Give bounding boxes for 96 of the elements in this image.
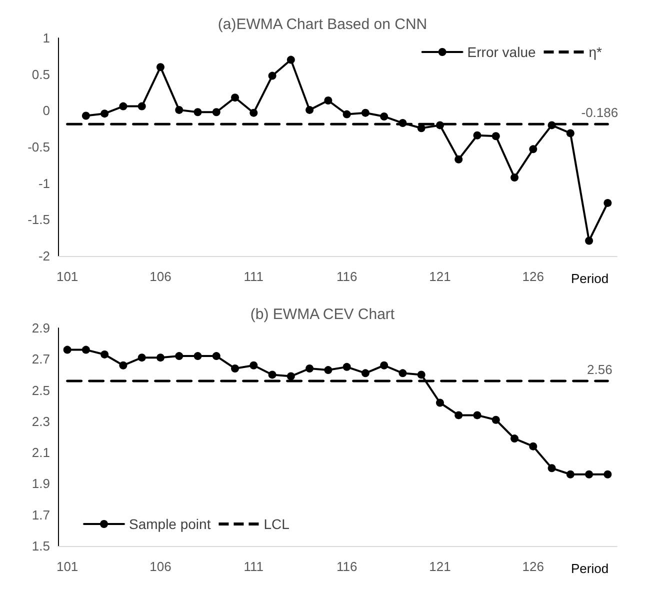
x-tick-label: 126: [522, 269, 544, 284]
y-tick-label: -1.5: [28, 212, 50, 228]
chart-title: (a)EWMA Chart Based on CNN: [218, 16, 428, 33]
point: [548, 121, 556, 130]
point: [473, 411, 482, 420]
point: [82, 346, 90, 354]
y-tick-label: -1: [38, 176, 50, 191]
point: [529, 145, 538, 154]
point: [194, 108, 202, 116]
point: [119, 102, 128, 110]
legend-label: Error value: [467, 44, 536, 60]
point: [548, 464, 556, 472]
point: [380, 361, 388, 370]
point: [398, 119, 407, 128]
y-tick-label: 0: [42, 103, 50, 118]
point: [510, 174, 519, 182]
y-tick-label: 1.5: [32, 538, 50, 554]
point: [324, 96, 332, 104]
y-tick-label: 2.7: [32, 352, 50, 367]
point: [585, 236, 594, 245]
x-tick-label: 116: [336, 269, 358, 284]
y-tick-label: -2: [38, 248, 50, 264]
y-tick-label: 1.9: [32, 476, 50, 492]
point: [138, 102, 146, 110]
y-tick-label: 2.3: [32, 414, 50, 429]
point: [417, 124, 426, 132]
legend-label: LCL: [264, 516, 290, 532]
y-tick-label: 1: [42, 30, 50, 46]
point: [585, 470, 594, 478]
point: [63, 346, 72, 354]
point: [604, 198, 612, 207]
point: [492, 132, 500, 140]
point: [342, 362, 351, 371]
y-tick-label: 2.9: [32, 320, 50, 336]
point: [380, 112, 388, 120]
point: [119, 361, 128, 370]
point: [156, 354, 164, 362]
point: [454, 411, 463, 420]
point: [306, 106, 314, 114]
point: [324, 366, 332, 374]
y-tick-label: 1.7: [32, 507, 50, 522]
x-tick-label: 101: [56, 559, 78, 574]
point: [138, 354, 146, 362]
point: [231, 94, 240, 102]
x-tick-label: 101: [56, 269, 78, 284]
point: [100, 110, 109, 118]
chart-title: (b) EWMA CEV Chart: [250, 306, 396, 323]
y-tick-label: 2.5: [32, 382, 50, 398]
point: [194, 352, 202, 360]
point: [175, 352, 184, 360]
point: [342, 110, 351, 118]
y-tick-label: 2.1: [32, 445, 50, 460]
x-tick-label: 116: [336, 559, 358, 574]
point: [306, 364, 314, 372]
point: [604, 470, 612, 478]
point: [212, 108, 220, 116]
point: [361, 369, 370, 378]
point: [529, 442, 538, 450]
x-tick-label: 121: [429, 269, 451, 284]
point: [417, 370, 426, 379]
x-tick-label: 106: [150, 559, 172, 574]
point: [268, 72, 276, 80]
point: [175, 106, 184, 114]
point: [212, 352, 220, 360]
x-tick-label: 111: [244, 559, 264, 574]
y-tick-label: 0.5: [32, 66, 50, 82]
point: [82, 112, 90, 120]
point: [250, 108, 258, 117]
y-tick-label: -0.5: [28, 140, 50, 154]
point: [286, 56, 295, 64]
point: [473, 131, 482, 140]
point: [250, 361, 258, 370]
point: [398, 369, 407, 378]
point: [436, 121, 444, 130]
legend-label: η*: [588, 44, 603, 60]
point: [510, 434, 519, 443]
point: [286, 372, 295, 380]
x-tick-label: 126: [522, 559, 544, 574]
x-axis-title: Period: [571, 561, 609, 576]
point: [566, 470, 574, 478]
x-tick-label: 111: [244, 269, 264, 284]
point: [231, 364, 240, 372]
x-axis-title: Period: [571, 271, 609, 286]
point: [361, 108, 370, 117]
annotation: -0.186: [581, 105, 618, 120]
point: [100, 350, 109, 358]
x-tick-label: 121: [429, 559, 451, 574]
point: [454, 155, 463, 164]
point: [492, 416, 500, 424]
point: [566, 129, 574, 138]
legend-label: Sample point: [129, 516, 211, 532]
annotation: 2.56: [587, 362, 612, 377]
point: [156, 63, 164, 72]
point: [268, 370, 276, 379]
point: [436, 398, 444, 407]
x-tick-label: 106: [150, 269, 172, 284]
